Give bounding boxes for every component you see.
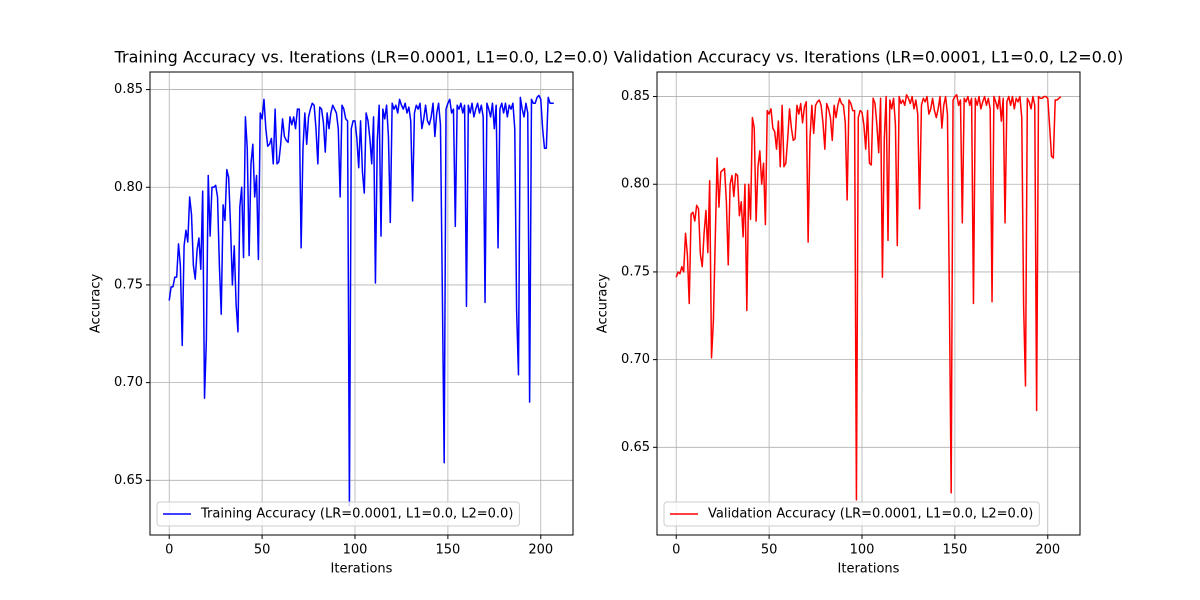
y-tick-label: 0.65 xyxy=(114,473,143,488)
y-axis-label: Accuracy xyxy=(596,274,611,334)
y-tick-label: 0.85 xyxy=(621,89,650,104)
plot-frame xyxy=(149,71,574,536)
subplot: 0 50 100 150 200 0.65 0.70 0.75 0.80 0.85 Validati… xyxy=(596,48,1124,577)
x-tick-label: 200 xyxy=(1035,543,1060,558)
x-tick-label: 50 xyxy=(761,543,778,558)
x-tick-label: 0 xyxy=(165,543,173,558)
chart-title: Validation Accuracy vs. Iterations (LR=0… xyxy=(614,48,1124,67)
x-axis-label: Iterations xyxy=(838,562,900,577)
plot-frame xyxy=(656,71,1081,536)
y-tick-label: 0.75 xyxy=(114,277,143,292)
y-tick-label: 0.65 xyxy=(621,440,650,455)
chart-title: Training Accuracy vs. Iterations (LR=0.0… xyxy=(114,48,609,67)
y-tick-label: 0.75 xyxy=(621,264,650,279)
x-tick-label: 0 xyxy=(672,543,680,558)
x-tick-label: 50 xyxy=(254,543,271,558)
x-tick-label: 100 xyxy=(850,543,875,558)
legend-label: Validation Accuracy (LR=0.0001, L1=0.0, … xyxy=(708,507,1033,522)
y-tick-label: 0.80 xyxy=(621,177,650,192)
legend: Validation Accuracy (LR=0.0001, L1=0.0, … xyxy=(663,501,1040,527)
y-tick-label: 0.70 xyxy=(621,352,650,367)
data-line xyxy=(675,94,1062,501)
y-tick-label: 0.85 xyxy=(114,82,143,97)
y-tick-label: 0.80 xyxy=(114,180,143,195)
legend: Training Accuracy (LR=0.0001, L1=0.0, L2… xyxy=(156,501,520,527)
x-tick-label: 150 xyxy=(942,543,967,558)
x-tick-label: 200 xyxy=(528,543,553,558)
legend-frame xyxy=(156,501,520,527)
y-axis-label: Accuracy xyxy=(89,274,104,334)
x-tick-label: 100 xyxy=(343,543,368,558)
y-tick-label: 0.70 xyxy=(114,375,143,390)
x-axis-label: Iterations xyxy=(331,562,393,577)
subplot: 0 50 100 150 200 0.65 0.70 0.75 0.80 0.85 Training… xyxy=(89,48,609,577)
data-line xyxy=(168,94,554,507)
legend-label: Training Accuracy (LR=0.0001, L1=0.0, L2… xyxy=(200,507,513,522)
x-tick-label: 150 xyxy=(435,543,460,558)
legend-frame xyxy=(663,501,1040,527)
